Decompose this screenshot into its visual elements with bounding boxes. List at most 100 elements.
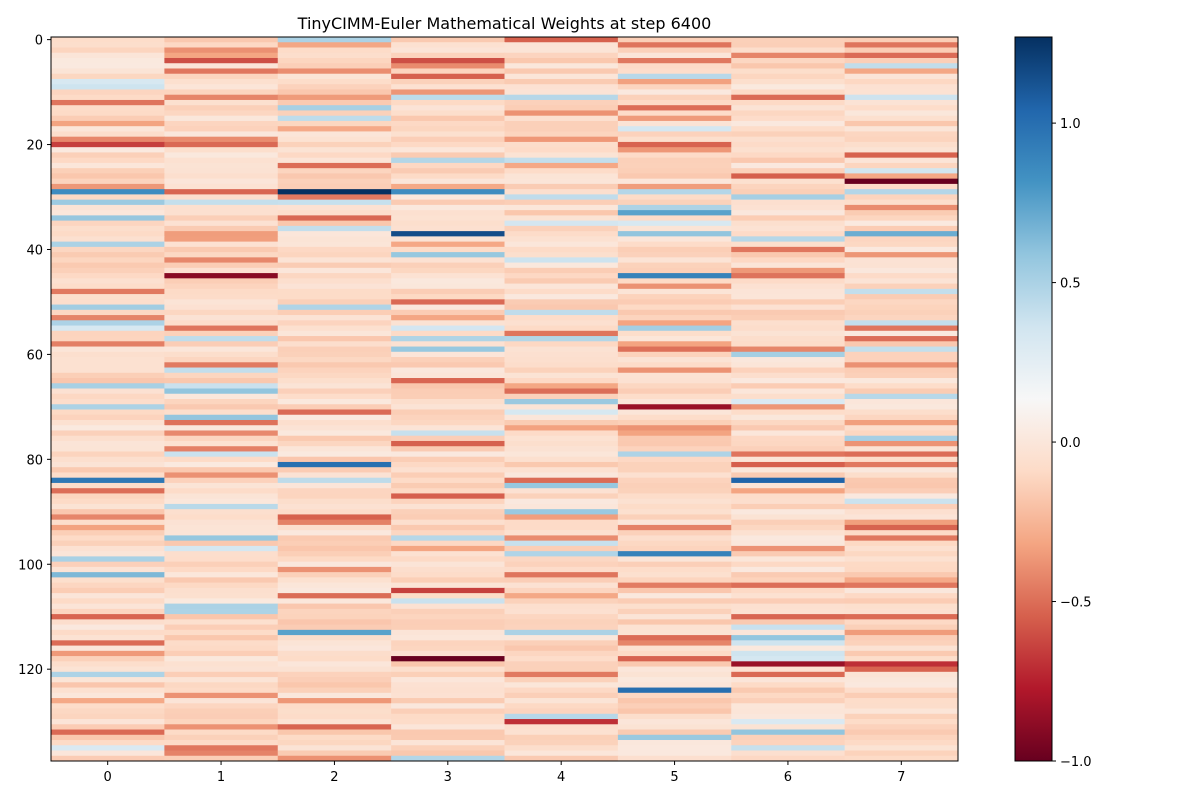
heatmap-cell — [164, 278, 279, 285]
heatmap-cell — [731, 231, 846, 237]
heatmap-cell — [504, 231, 619, 237]
heatmap-cell — [391, 304, 506, 311]
heatmap-cell — [617, 68, 732, 75]
heatmap-cell — [617, 152, 732, 159]
heatmap-cell — [391, 141, 506, 148]
heatmap-cell — [731, 162, 846, 169]
heatmap-cell — [504, 372, 619, 379]
heatmap-cell — [504, 162, 619, 169]
heatmap-cell — [504, 524, 619, 531]
heatmap-cell — [617, 461, 732, 468]
heatmap-cell — [164, 556, 279, 563]
heatmap-cell — [731, 692, 846, 699]
heatmap-cell — [277, 84, 392, 91]
heatmap-cell — [504, 461, 619, 468]
heatmap-cell — [731, 750, 846, 757]
heatmap-cell — [164, 524, 279, 531]
heatmap-cell — [164, 451, 279, 458]
heatmap-cell — [617, 446, 732, 453]
heatmap-cell — [277, 687, 392, 694]
heatmap-cell — [277, 189, 392, 195]
heatmap-cell — [277, 566, 392, 573]
heatmap-cell — [617, 309, 732, 316]
chart-title: TinyCIMM-Euler Mathematical Weights at s… — [297, 14, 712, 33]
heatmap-cell — [844, 288, 958, 295]
heatmap-cell — [731, 524, 846, 531]
heatmap-cell — [731, 493, 846, 500]
heatmap-cell — [51, 619, 165, 626]
heatmap-cell — [844, 89, 958, 96]
heatmap-cell — [731, 472, 846, 479]
heatmap-cell — [391, 430, 506, 437]
heatmap-cell — [504, 734, 619, 741]
heatmap-cell — [277, 519, 392, 526]
heatmap-cell — [844, 246, 958, 253]
heatmap-cell — [617, 677, 732, 683]
heatmap-cell — [617, 430, 732, 437]
heatmap-cell — [844, 367, 958, 374]
heatmap-cell — [391, 551, 506, 557]
heatmap-cell — [617, 624, 732, 631]
heatmap-cell — [391, 708, 506, 715]
heatmap-cell — [51, 404, 165, 411]
heatmap-cell — [504, 430, 619, 437]
heatmap-cell — [617, 734, 732, 741]
heatmap-cell — [617, 535, 732, 542]
x-tick-label: 3 — [444, 770, 452, 785]
heatmap-cell — [277, 388, 392, 395]
heatmap-cell — [277, 141, 392, 148]
heatmap-cell — [844, 556, 958, 563]
heatmap-cell — [164, 357, 279, 363]
heatmap-cell — [391, 367, 506, 374]
heatmap-cell — [164, 619, 279, 626]
heatmap-cell — [277, 640, 392, 647]
heatmap-cell — [617, 162, 732, 169]
heatmap-cell — [617, 262, 732, 269]
heatmap-cell — [51, 215, 165, 222]
heatmap-cell — [51, 89, 165, 96]
heatmap-cell — [731, 593, 846, 599]
heatmap-cell — [844, 178, 958, 185]
heatmap-cell — [731, 656, 846, 662]
heatmap-cell — [51, 467, 165, 474]
heatmap-cell — [277, 755, 392, 761]
heatmap-cell — [391, 241, 506, 248]
heatmap-cell — [391, 703, 506, 710]
heatmap-cell — [504, 357, 619, 363]
heatmap-cell — [731, 729, 846, 736]
heatmap-cell — [731, 703, 846, 710]
heatmap-cell — [164, 640, 279, 647]
heatmap-cell — [844, 168, 958, 175]
heatmap-cell — [51, 692, 165, 699]
heatmap-cell — [391, 488, 506, 495]
heatmap-cell — [277, 698, 392, 704]
heatmap-cell — [844, 719, 958, 725]
heatmap-cell — [844, 645, 958, 652]
heatmap-cell — [731, 503, 846, 510]
heatmap-cell — [277, 551, 392, 557]
heatmap-cell — [277, 372, 392, 379]
colorbar-tick-label: −0.5 — [1060, 596, 1092, 611]
heatmap-cell — [277, 330, 392, 337]
heatmap-cell — [391, 78, 506, 85]
heatmap-cell — [504, 629, 619, 636]
heatmap-cell — [617, 173, 732, 180]
heatmap-cell — [51, 152, 165, 159]
heatmap-cell — [391, 640, 506, 647]
heatmap-cell — [731, 199, 846, 206]
heatmap-cell — [731, 566, 846, 573]
heatmap-cell — [731, 115, 846, 122]
heatmap-cell — [51, 372, 165, 379]
heatmap-cell — [391, 509, 506, 516]
heatmap-cell — [844, 210, 958, 216]
heatmap-cell — [844, 404, 958, 411]
heatmap-cell — [51, 47, 165, 54]
heatmap-cell — [277, 456, 392, 463]
heatmap-cell — [844, 561, 958, 568]
heatmap-cell — [617, 351, 732, 358]
heatmap-cell — [617, 598, 732, 605]
heatmap-cell — [844, 362, 958, 369]
heatmap-cell — [617, 393, 732, 400]
heatmap-cell — [844, 225, 958, 232]
heatmap-cell — [504, 362, 619, 369]
